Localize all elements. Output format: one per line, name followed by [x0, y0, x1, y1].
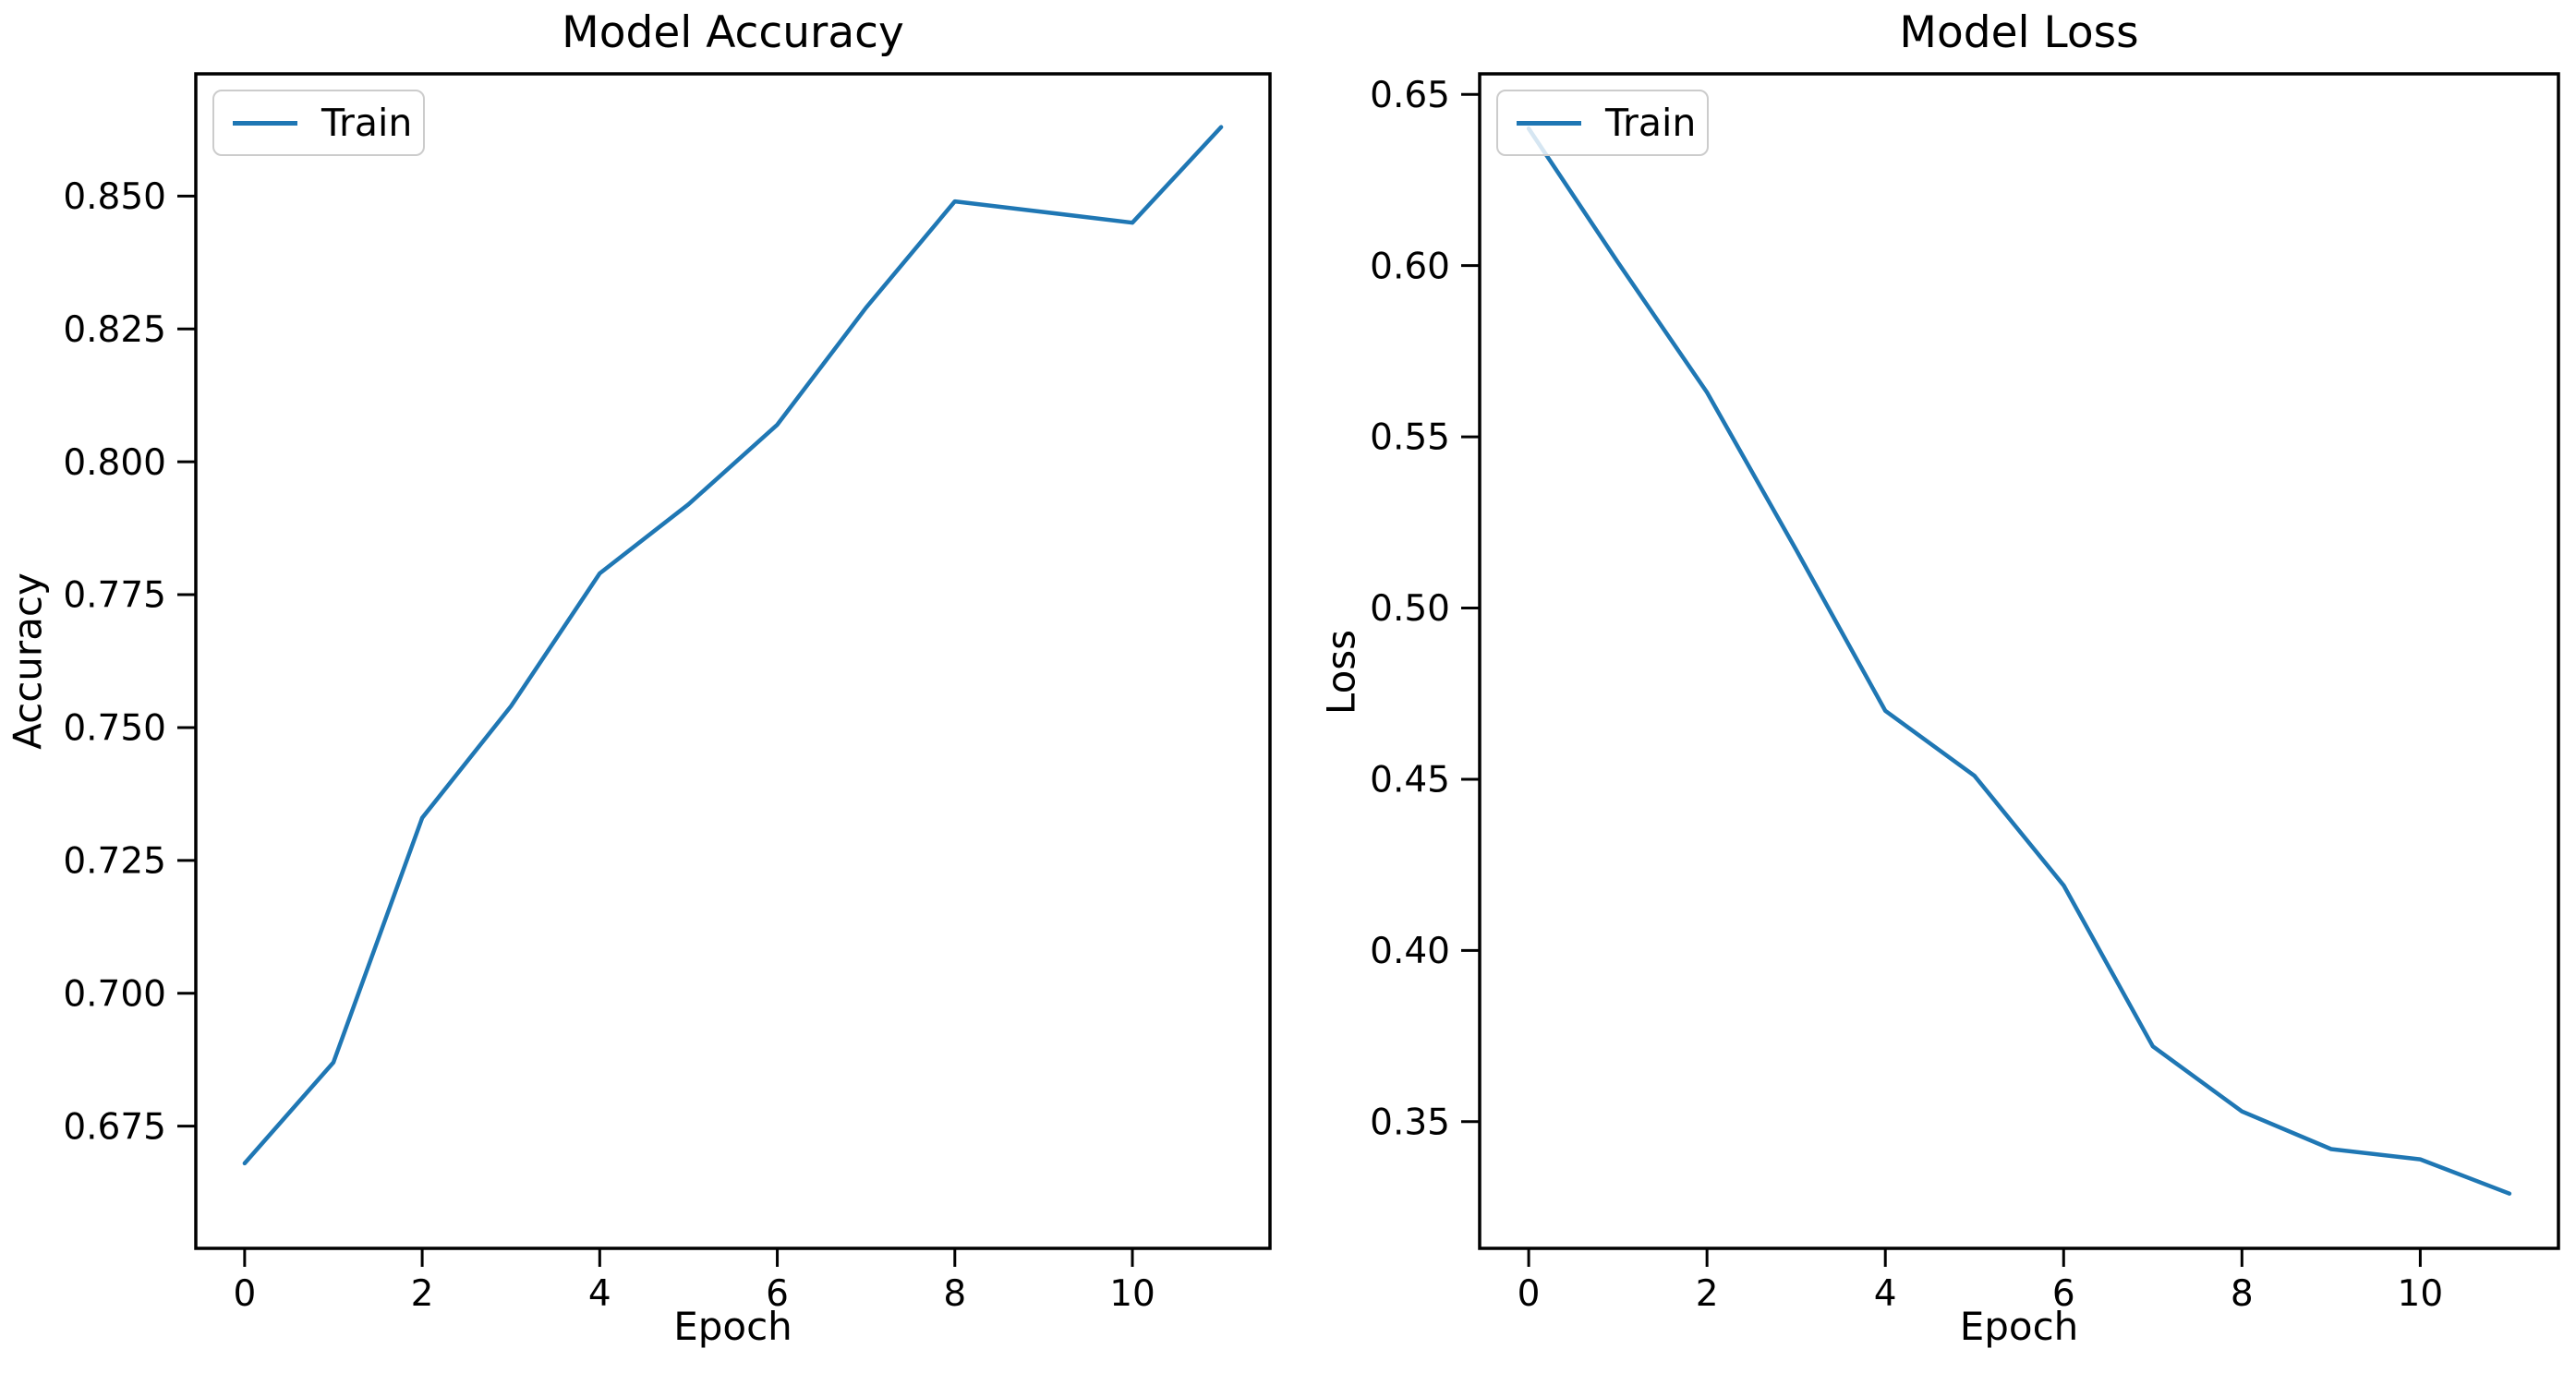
y-tick-label: 0.850: [63, 176, 166, 218]
legend-accuracy: Train: [212, 90, 425, 156]
plot-border: [194, 72, 1272, 1250]
y-tick-label: 0.775: [63, 575, 166, 617]
y-axis-label-accuracy: Accuracy: [5, 572, 51, 750]
x-tick-label: 2: [1696, 1273, 1719, 1315]
y-tick-label: 0.45: [1370, 760, 1450, 801]
x-tick-label: 10: [1109, 1273, 1155, 1315]
x-tick-label: 0: [1518, 1273, 1541, 1315]
y-tick-label: 0.675: [63, 1106, 166, 1148]
y-tick-label: 0.800: [63, 442, 166, 484]
chart-title-accuracy: Model Accuracy: [562, 7, 904, 58]
train-line: [1526, 126, 2512, 1196]
y-tick-label: 0.55: [1370, 417, 1450, 459]
x-tick-label: 0: [233, 1273, 256, 1315]
y-tick-label: 0.750: [63, 708, 166, 750]
y-tick-label: 0.35: [1370, 1102, 1450, 1143]
x-tick-label: 4: [588, 1273, 611, 1315]
y-tick-label: 0.65: [1370, 75, 1450, 116]
chart-title-loss: Model Loss: [1899, 7, 2139, 58]
plot-border: [1478, 72, 2560, 1250]
x-tick-label: 10: [2398, 1273, 2444, 1315]
x-tick-label: 2: [411, 1273, 434, 1315]
y-tick-label: 0.725: [63, 840, 166, 882]
y-tick-label: 0.825: [63, 309, 166, 351]
subplot-loss: 0.35 0.40 0.45 0.50 0.55 0.60 0.65 0 2 4 6 8 10: [1370, 72, 2560, 1315]
legend-loss: Train: [1496, 90, 1709, 156]
y-tick-label: 0.50: [1370, 588, 1450, 630]
y-tick-label: 0.60: [1370, 246, 1450, 287]
subplot-accuracy: 0.675 0.700 0.725 0.750 0.775 0.800 0.825 0.850…: [63, 72, 1272, 1315]
legend-line-swatch: [1517, 120, 1581, 126]
legend-line-swatch: [233, 120, 297, 126]
y-axis-label-loss: Loss: [1318, 629, 1364, 716]
x-tick-label: 6: [2052, 1273, 2075, 1315]
x-tick-label: 6: [766, 1273, 789, 1315]
x-tick-label: 8: [2231, 1273, 2254, 1315]
y-tick-label: 0.40: [1370, 931, 1450, 972]
legend-label: Train: [321, 100, 413, 145]
x-tick-label: 4: [1874, 1273, 1897, 1315]
legend-label: Train: [1605, 100, 1697, 145]
train-line: [242, 125, 1224, 1166]
x-tick-label: 8: [943, 1273, 966, 1315]
y-tick-label: 0.700: [63, 973, 166, 1015]
x-axis-label-epoch-left: Epoch: [673, 1304, 792, 1349]
x-axis-label-epoch-right: Epoch: [1959, 1304, 2079, 1349]
